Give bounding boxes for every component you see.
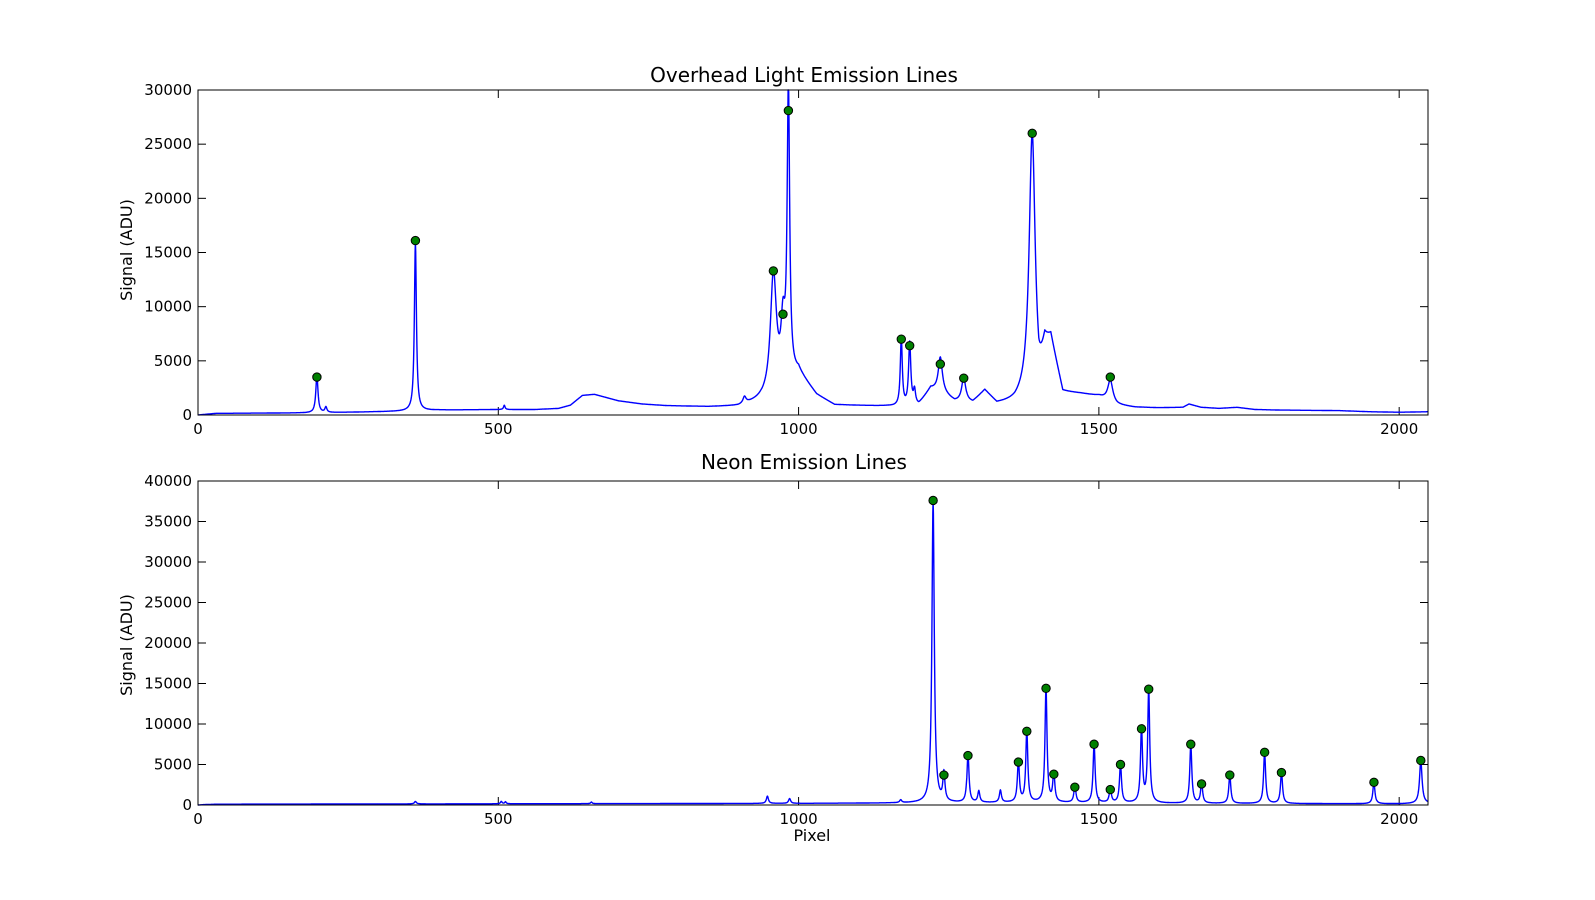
spectrum-line xyxy=(197,89,1429,416)
x-tick-label: 0 xyxy=(193,810,203,828)
plot-frame xyxy=(197,480,1429,806)
plot-frame xyxy=(197,89,1429,416)
peak-marker xyxy=(1022,726,1032,736)
y-tick-label: 20000 xyxy=(144,634,192,652)
plot-area xyxy=(197,495,1429,806)
chart-title: Neon Emission Lines xyxy=(701,450,907,474)
overhead-light-panel: Overhead Light Emission Lines Signal (AD… xyxy=(117,63,1429,438)
x-tick-label: 2000 xyxy=(1380,420,1418,438)
peak-marker xyxy=(928,495,938,506)
peak-marker xyxy=(1416,755,1426,766)
peak-marker xyxy=(783,105,794,116)
x-tick-label: 1000 xyxy=(779,420,817,438)
peak-marker xyxy=(1186,739,1196,749)
x-tick-label: 1500 xyxy=(1080,420,1118,438)
peak-marker xyxy=(1041,683,1051,694)
chart-title: Overhead Light Emission Lines xyxy=(650,63,958,87)
axis-ticks: 0 500 1000 1500 2000050001000015000200002500… xyxy=(144,472,1428,828)
x-tick-label: 2000 xyxy=(1380,810,1418,828)
y-tick-label: 30000 xyxy=(144,81,192,99)
y-tick-label: 5000 xyxy=(154,352,192,370)
x-tick-label: 0 xyxy=(193,420,203,438)
peak-marker xyxy=(904,340,915,351)
y-tick-label: 10000 xyxy=(144,715,192,733)
y-tick-label: 20000 xyxy=(144,189,192,207)
y-tick-label: 5000 xyxy=(154,756,192,774)
peak-marker xyxy=(1115,759,1126,770)
y-axis-label: Signal (ADU) xyxy=(117,594,136,696)
y-tick-label: 25000 xyxy=(144,135,192,153)
peak-marker xyxy=(1276,767,1287,778)
peak-marker xyxy=(1027,128,1037,139)
peak-marker xyxy=(768,266,779,276)
peak-marker xyxy=(778,309,788,319)
peak-marker xyxy=(1013,757,1024,767)
peak-marker xyxy=(1259,747,1270,758)
x-axis-label: Pixel xyxy=(793,826,830,845)
x-tick-label: 1000 xyxy=(779,810,817,828)
plot-area xyxy=(197,89,1429,416)
x-tick-label: 1500 xyxy=(1080,810,1118,828)
peak-marker xyxy=(312,372,322,382)
peak-marker xyxy=(939,770,949,780)
x-tick-label: 500 xyxy=(484,420,513,438)
peak-marker xyxy=(1369,777,1379,788)
peak-marker xyxy=(963,750,973,761)
neon-panel: Neon Emission Lines Signal (ADU) Pixel 0… xyxy=(117,450,1429,845)
x-tick-label: 500 xyxy=(484,810,513,828)
peak-marker xyxy=(935,359,946,369)
peak-marker xyxy=(1049,769,1059,779)
peak-marker xyxy=(410,235,421,246)
peak-marker xyxy=(896,334,906,344)
peak-marker xyxy=(1089,739,1099,749)
peak-marker xyxy=(1105,372,1115,382)
y-tick-label: 0 xyxy=(182,406,192,424)
y-tick-label: 35000 xyxy=(144,513,192,531)
y-tick-label: 25000 xyxy=(144,594,192,612)
axis-ticks: 0 500 1000 1500 2000050001000015000200002500… xyxy=(144,81,1428,438)
y-tick-label: 30000 xyxy=(144,553,192,571)
y-tick-label: 15000 xyxy=(144,244,192,262)
peak-marker xyxy=(1105,784,1115,795)
y-tick-label: 0 xyxy=(182,796,192,814)
spectrum-line xyxy=(197,498,1429,806)
peak-marker xyxy=(959,373,969,383)
peak-marker xyxy=(1225,770,1235,780)
peak-marker xyxy=(1070,782,1080,792)
y-tick-label: 40000 xyxy=(144,472,192,490)
y-tick-label: 10000 xyxy=(144,298,192,316)
peak-marker xyxy=(1144,684,1154,694)
peak-marker xyxy=(1196,779,1207,789)
peak-marker xyxy=(1136,724,1147,734)
y-axis-label: Signal (ADU) xyxy=(117,199,136,301)
y-tick-label: 15000 xyxy=(144,675,192,693)
